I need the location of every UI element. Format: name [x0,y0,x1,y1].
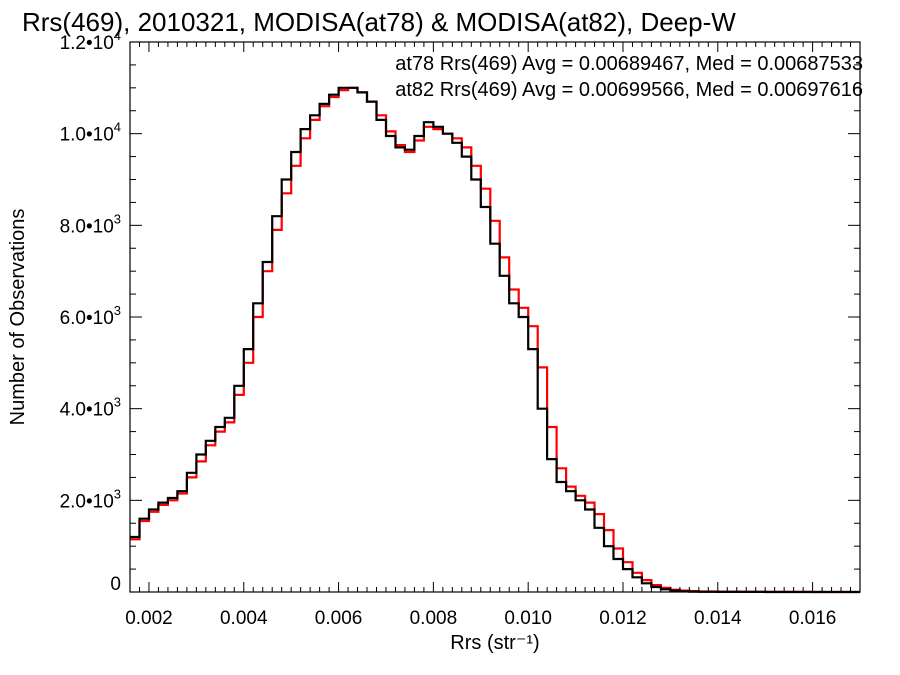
annotation-at82: at82 Rrs(469) Avg = 0.00699566, Med = 0.… [395,79,863,101]
x-tick-label: 0.008 [410,608,458,629]
y-tick-label: 4.0•103 [60,395,121,421]
series-line-1 [130,86,860,594]
series-line-0 [130,86,860,594]
x-axis: 0.002 0.004 0.006 0.008 0.010 0.012 0.014 0.016 [125,42,861,629]
chart-title: Rrs(469), 2010321, MODISA(at78) & MODISA… [22,7,736,37]
y-axis: 0 2.0•103 4.0•103 6.0•103 8.0•103 1.0•104 1.2•… [60,28,860,595]
y-tick-label: 8.0•103 [60,211,121,237]
x-tick-label: 0.014 [694,608,742,629]
annotation-at78: at78 Rrs(469) Avg = 0.00689467, Med = 0.… [395,53,863,75]
x-tick-label: 0.010 [504,608,552,629]
x-tick-label: 0.002 [125,608,173,629]
y-tick-label: 6.0•103 [60,303,121,329]
y-tick-label: 0 [110,574,121,595]
x-tick-label: 0.006 [315,608,363,629]
x-tick-label: 0.012 [599,608,647,629]
plot-area [130,86,860,594]
x-tick-label: 0.004 [220,608,268,629]
plot-frame [129,41,861,593]
y-tick-label: 1.0•104 [60,120,121,146]
y-tick-label: 1.2•104 [60,28,121,54]
x-axis-label: Rrs (str⁻¹) [450,632,539,654]
y-tick-label: 2.0•103 [60,486,121,512]
x-tick-label: 0.016 [789,608,837,629]
y-axis-label: Number of Observations [7,209,29,426]
